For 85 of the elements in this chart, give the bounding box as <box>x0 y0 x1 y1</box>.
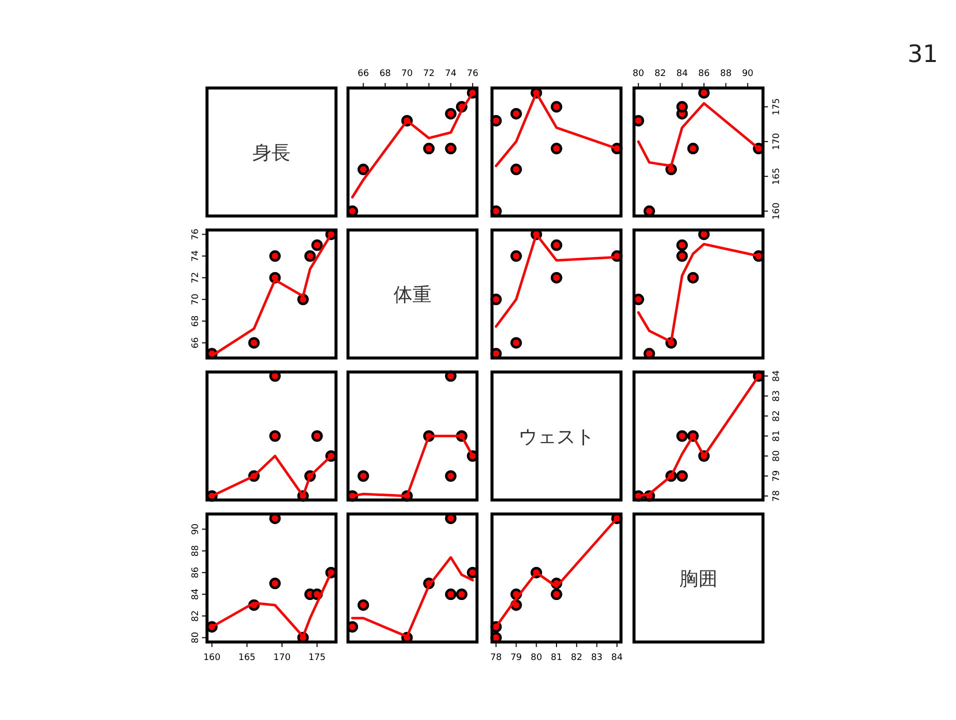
y-tick-label: 81 <box>772 430 782 442</box>
y-tick-label: 175 <box>772 98 782 116</box>
point <box>550 588 562 600</box>
point <box>676 430 688 442</box>
point <box>510 250 522 262</box>
y-tick-label: 68 <box>191 315 201 327</box>
y-tick-label: 170 <box>772 132 782 150</box>
y-tick-label: 165 <box>772 168 782 185</box>
point <box>445 588 457 600</box>
y-tick-label: 88 <box>191 544 201 557</box>
point <box>304 250 316 262</box>
point <box>550 272 562 284</box>
y-tick-label: 80 <box>772 450 782 462</box>
text: ウェスト <box>518 426 594 448</box>
point <box>358 599 370 611</box>
x-tick-label: 72 <box>423 69 435 79</box>
point <box>248 337 260 349</box>
point <box>269 578 281 590</box>
x-tick-label: 165 <box>238 653 256 663</box>
point <box>423 142 435 154</box>
point <box>676 239 688 251</box>
x-tick-label: 66 <box>358 69 370 79</box>
y-tick-label: 82 <box>191 610 201 622</box>
point <box>687 272 699 284</box>
x-tick-label: 82 <box>654 69 666 79</box>
point <box>445 470 457 482</box>
point <box>687 142 699 154</box>
y-tick-label: 160 <box>772 202 782 220</box>
point <box>456 588 468 600</box>
y-tick-label: 83 <box>772 390 782 402</box>
text: 体重 <box>394 284 432 306</box>
point <box>311 430 323 442</box>
y-tick-label: 76 <box>191 228 201 240</box>
point <box>676 101 688 113</box>
x-tick-label: 160 <box>203 653 221 663</box>
point <box>311 239 323 251</box>
x-tick-label: 84 <box>611 653 623 663</box>
x-tick-label: 68 <box>379 69 392 79</box>
point <box>550 239 562 251</box>
x-tick-label: 86 <box>698 69 710 79</box>
y-tick-label: 70 <box>191 293 201 306</box>
y-tick-label: 80 <box>191 632 201 644</box>
x-tick-label: 83 <box>591 653 603 663</box>
point <box>269 250 281 262</box>
point <box>676 250 688 262</box>
x-tick-label: 79 <box>510 653 522 663</box>
y-tick-label: 82 <box>772 410 782 422</box>
text: 31 <box>907 40 938 68</box>
x-tick-label: 84 <box>676 69 688 79</box>
x-tick-label: 80 <box>530 653 542 663</box>
text: 胸囲 <box>680 568 718 590</box>
x-tick-label: 74 <box>445 69 457 79</box>
point <box>676 470 688 482</box>
y-tick-label: 79 <box>772 470 782 482</box>
y-tick-label: 84 <box>191 588 201 600</box>
y-tick-label: 78 <box>772 490 782 502</box>
x-tick-label: 175 <box>308 653 326 663</box>
x-tick-label: 88 <box>720 69 732 79</box>
x-tick-label: 170 <box>273 653 291 663</box>
point <box>297 294 309 306</box>
point <box>445 108 457 120</box>
point <box>665 164 677 176</box>
y-tick-label: 74 <box>191 250 201 262</box>
point <box>358 164 370 176</box>
x-tick-label: 76 <box>466 69 479 79</box>
y-tick-label: 90 <box>191 523 201 535</box>
point <box>358 470 370 482</box>
y-tick-label: 86 <box>191 566 201 578</box>
y-tick-label: 66 <box>191 336 201 349</box>
point <box>550 101 562 113</box>
x-tick-label: 81 <box>550 653 562 663</box>
point <box>445 142 457 154</box>
x-tick-label: 82 <box>570 653 582 663</box>
x-tick-label: 80 <box>632 69 644 79</box>
x-tick-label: 70 <box>401 69 414 79</box>
x-tick-label: 90 <box>742 69 754 79</box>
y-tick-label: 84 <box>772 370 782 382</box>
point <box>510 164 522 176</box>
point <box>510 337 522 349</box>
text: 身長 <box>252 142 290 164</box>
point <box>269 430 281 442</box>
y-tick-label: 72 <box>191 272 201 284</box>
point <box>510 108 522 120</box>
x-tick-label: 78 <box>490 653 502 663</box>
point <box>550 142 562 154</box>
